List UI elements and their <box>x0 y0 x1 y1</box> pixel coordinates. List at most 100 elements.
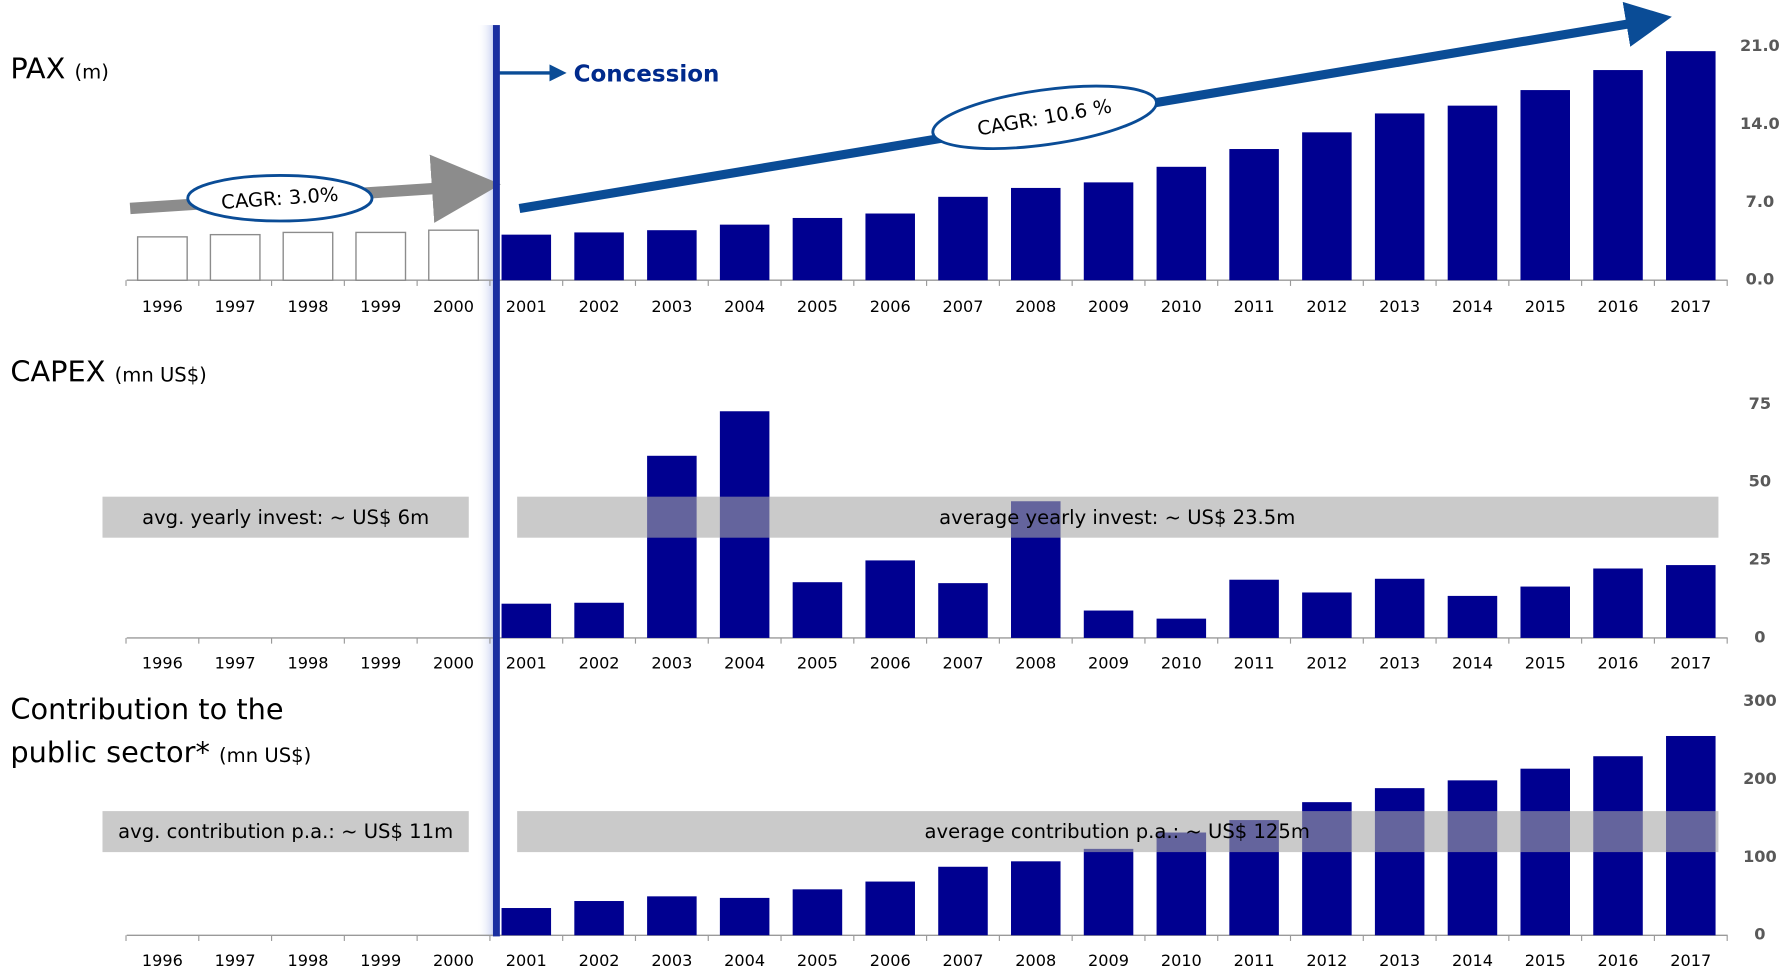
panel-title: CAPEX (mn US$) <box>10 351 356 398</box>
x-tick-label: 2002 <box>579 951 620 970</box>
x-tick-label: 2016 <box>1598 951 1639 970</box>
x-tick-label: 2016 <box>1598 654 1639 673</box>
bar <box>1374 113 1425 281</box>
x-tick-label: 2005 <box>797 297 838 316</box>
bar <box>282 231 334 281</box>
x-tick-label: 2017 <box>1670 951 1711 970</box>
x-tick-label: 2002 <box>579 654 620 673</box>
bar <box>865 881 915 936</box>
x-tick-label: 2017 <box>1670 654 1711 673</box>
x-tick-label: 2000 <box>433 654 474 673</box>
y-tick-label: 50 <box>1749 472 1771 491</box>
bar <box>792 889 843 936</box>
bar <box>719 897 770 936</box>
x-tick-label: 1999 <box>360 654 401 673</box>
y-tick-label: 7.0 <box>1746 192 1775 211</box>
bar <box>865 560 915 638</box>
annotation-ellipse <box>186 174 374 223</box>
bar <box>1666 565 1716 638</box>
y-tick-label: 75 <box>1749 394 1771 413</box>
bar <box>1011 187 1061 281</box>
x-tick-label: 2001 <box>506 654 547 673</box>
bar <box>1229 149 1279 281</box>
annotation: avg. yearly invest: ~ US$ 6m <box>142 506 429 529</box>
x-tick-label: 2013 <box>1379 951 1420 970</box>
bar <box>792 582 843 638</box>
annotation-ellipse <box>931 84 1158 150</box>
y-tick-label: 0 <box>1754 627 1765 646</box>
x-tick-label: 2012 <box>1306 297 1347 316</box>
x-tick-label: 2003 <box>651 951 692 970</box>
bar <box>1302 592 1352 638</box>
avg-band <box>102 496 469 538</box>
y-tick-label: 0 <box>1754 925 1765 944</box>
x-tick-label: 2007 <box>942 951 983 970</box>
x-tick-label: 2006 <box>870 951 911 970</box>
x-tick-label: 2008 <box>1015 654 1056 673</box>
x-tick-label: 2003 <box>651 654 692 673</box>
panel-title: Contribution to the public sector* (mn U… <box>10 688 344 778</box>
x-tick-label: 1999 <box>360 951 401 970</box>
bar <box>1520 586 1570 638</box>
x-tick-label: 2012 <box>1306 654 1347 673</box>
bar <box>1156 166 1207 281</box>
x-tick-label: 2009 <box>1088 951 1129 970</box>
x-tick-label: 2009 <box>1088 297 1129 316</box>
bar <box>1011 861 1061 936</box>
bar <box>1302 132 1352 281</box>
x-tick-label: 1998 <box>287 654 328 673</box>
bar <box>574 602 624 638</box>
annotation: Concession <box>574 62 720 88</box>
avg-band <box>102 811 469 853</box>
bar <box>1447 105 1498 281</box>
bar <box>1156 618 1207 638</box>
bar <box>501 908 552 936</box>
y-tick-label: 300 <box>1743 691 1777 710</box>
bar <box>428 229 479 281</box>
title-text: Contribution to the public sector* (mn U… <box>10 688 344 778</box>
bar <box>647 230 697 281</box>
x-tick-label: 2004 <box>724 297 765 316</box>
x-tick-label: 2016 <box>1598 297 1639 316</box>
title-text: CAPEX (mn US$) <box>10 351 356 398</box>
x-tick-label: 2006 <box>870 654 911 673</box>
x-tick-label: 2001 <box>506 951 547 970</box>
x-tick-label: 2008 <box>1015 951 1056 970</box>
bar <box>1374 578 1425 638</box>
bar <box>865 213 915 281</box>
unit: (m) <box>74 61 109 85</box>
x-tick-label: 1998 <box>287 951 328 970</box>
bar <box>1083 848 1134 936</box>
bar <box>938 583 988 638</box>
concession-line <box>492 25 500 937</box>
bar <box>938 196 988 281</box>
x-tick-label: 2014 <box>1452 654 1493 673</box>
x-tick-label: 1997 <box>215 654 256 673</box>
bar <box>1593 568 1643 638</box>
x-tick-label: 2014 <box>1452 297 1493 316</box>
x-tick-label: 2011 <box>1234 951 1275 970</box>
annotation: average yearly invest: ~ US$ 23.5m <box>939 506 1295 529</box>
titles: PAX (m) CAPEX (mn US$) Contribution to the… <box>10 52 356 778</box>
x-tick-label: 1999 <box>360 297 401 316</box>
y-tick-label: 25 <box>1749 550 1771 569</box>
x-tick-label: 2000 <box>433 297 474 316</box>
title: PAX <box>10 52 66 86</box>
bar <box>647 896 697 936</box>
bar <box>1083 610 1134 638</box>
unit: (mn US$) <box>114 364 207 388</box>
bar <box>1447 595 1498 638</box>
x-tick-label: 2010 <box>1161 951 1202 970</box>
y-tick-label: 21.0 <box>1740 36 1780 55</box>
x-tick-label: 2008 <box>1015 297 1056 316</box>
bar <box>1447 780 1498 936</box>
bar <box>719 224 770 281</box>
x-tick-label: 1998 <box>287 297 328 316</box>
x-tick-label: 2015 <box>1525 951 1566 970</box>
x-tick-label: 1996 <box>142 654 183 673</box>
title: CAPEX <box>10 355 106 389</box>
y-tick-label: 100 <box>1743 847 1777 866</box>
